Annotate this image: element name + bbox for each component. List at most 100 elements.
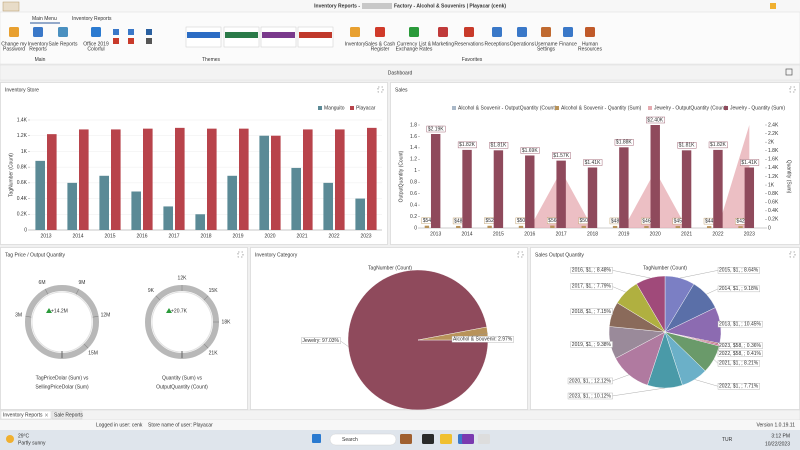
x-tick-label: 2023	[360, 233, 371, 239]
ribbon-button-label[interactable]: Reports	[29, 46, 47, 52]
value-label-box	[717, 320, 763, 328]
ribbon-button-label[interactable]: Marketing	[432, 41, 454, 47]
ribbon-button-label[interactable]: Inventory	[345, 41, 366, 47]
gauge-tick	[75, 288, 80, 295]
tick-label: 0.2K	[768, 217, 779, 223]
gauge-tick-label: 18K	[222, 319, 232, 325]
ribbon-button-label[interactable]: Colorful	[87, 46, 104, 52]
tick-label: 0	[414, 225, 417, 231]
ribbon-tab[interactable]: Inventory Reports	[72, 16, 112, 22]
panel-title: Inventory Store	[5, 87, 39, 93]
weather-temp: 29°C	[18, 433, 30, 439]
tick-label: 1.4K	[17, 117, 28, 123]
ribbon-button-label[interactable]: Change my	[1, 41, 27, 47]
value-label: $2.19K	[428, 126, 445, 132]
value-label: $1.82K	[710, 142, 727, 148]
bar	[612, 225, 618, 228]
legend-label: Jewelry - Quantity (Sum)	[730, 105, 785, 111]
maximize-icon	[377, 86, 384, 93]
ribbon-button-label[interactable]: Sales & Cash	[365, 41, 396, 47]
status-text: Logged in user: cenk	[96, 422, 143, 428]
weather-text: Partly sunny	[18, 440, 46, 446]
search-placeholder[interactable]: Search	[342, 437, 358, 443]
theme-swatch-bar	[225, 32, 258, 38]
gauge-label: Quantity (Sum) vs	[162, 375, 203, 381]
legend-swatch	[648, 106, 652, 110]
slice-label: 2015, $1, ; 8.64%	[719, 268, 759, 274]
bar	[67, 182, 77, 230]
area	[435, 125, 750, 228]
theme-swatch-bar	[262, 32, 295, 38]
x-tick-label: 2013	[430, 231, 441, 237]
value-label-box	[583, 159, 603, 166]
maximize-icon	[789, 251, 796, 258]
ribbon-button-label[interactable]: Finance	[559, 41, 577, 47]
ribbon-button-label[interactable]: Operations	[510, 41, 535, 47]
x-tick-label: 2017	[556, 231, 567, 237]
ribbon-button-label[interactable]: Human	[582, 41, 598, 47]
ribbon	[0, 11, 800, 65]
value-label-box	[740, 159, 760, 166]
gauge-label: TagPriceDolar (Sum) vs	[36, 375, 89, 381]
slice-label: 2022, $58, ; 0.41%	[719, 351, 762, 357]
ribbon-button-label[interactable]: Settings	[537, 46, 556, 52]
bar	[35, 160, 45, 230]
bar	[47, 134, 57, 230]
x-tick-label: 2021	[681, 231, 692, 237]
ribbon-button-label[interactable]: Office 2019	[83, 41, 109, 47]
value-label: $50	[517, 218, 526, 224]
ribbon-tab[interactable]: Main Menu	[32, 16, 57, 22]
bar	[323, 182, 333, 230]
value-label: $50	[580, 218, 589, 224]
tick-label: 0.6K	[768, 200, 779, 206]
ribbon-button-label[interactable]: Receptions	[484, 41, 510, 47]
ribbon-button-label[interactable]: Inventory	[28, 41, 49, 47]
ribbon-button-label[interactable]: Register	[371, 46, 390, 52]
ribbon-button-label[interactable]: Exchange Rates	[396, 46, 433, 52]
bar	[175, 127, 185, 230]
bar	[271, 135, 281, 230]
bar	[131, 191, 141, 230]
value-label: $1.81K	[490, 143, 507, 149]
tick-label: 1	[414, 168, 417, 174]
bar	[143, 128, 153, 230]
doc-tab-label[interactable]: Inventory Reports	[3, 413, 43, 419]
ribbon-button-label[interactable]: Password	[3, 46, 25, 52]
doc-tab-label[interactable]: Sale Reports	[54, 413, 83, 419]
ribbon-button-label[interactable]: Reservations	[454, 41, 484, 47]
x-tick-label: 2019	[618, 231, 629, 237]
x-tick-label: 2014	[461, 231, 472, 237]
ribbon-button-label[interactable]: Resources	[578, 46, 602, 52]
value-label-box	[426, 125, 446, 133]
ribbon-icon	[375, 27, 385, 37]
value-label-box	[570, 341, 613, 348]
x-tick-label: 2021	[296, 233, 307, 239]
dashboard-title: Dashboard	[388, 70, 413, 76]
ribbon-button-label[interactable]: Username	[534, 41, 557, 47]
ribbon-icon	[438, 27, 448, 37]
leader-line	[679, 270, 719, 279]
gauge-tick-label: 9K	[148, 288, 155, 294]
theme-icon	[113, 38, 119, 44]
value-label-box	[570, 308, 613, 315]
ribbon-icon	[464, 27, 474, 37]
doc-tab-bar	[0, 409, 800, 421]
tick-label: 1.2K	[17, 133, 28, 139]
gauge-tick-label: 3M	[15, 312, 22, 318]
app-icon	[2, 1, 20, 12]
gauge-tick-label: 12K	[178, 275, 188, 281]
gauge-tick	[44, 288, 49, 295]
search-box	[329, 433, 397, 446]
leader-line	[339, 340, 349, 347]
bar	[367, 127, 377, 230]
x-tick-label: 2020	[264, 233, 275, 239]
title-bar	[0, 0, 800, 12]
value-label: $46	[642, 218, 651, 224]
ribbon-button-label[interactable]: Sale Reports	[49, 41, 78, 47]
bar	[675, 226, 681, 228]
x-tick-label: 2018	[587, 231, 598, 237]
value-label-box	[567, 377, 613, 385]
tick-label: 0.2	[410, 214, 417, 220]
gauge-delta: +20.7K	[171, 308, 188, 314]
ribbon-button-label[interactable]: Currency List &	[397, 41, 432, 47]
